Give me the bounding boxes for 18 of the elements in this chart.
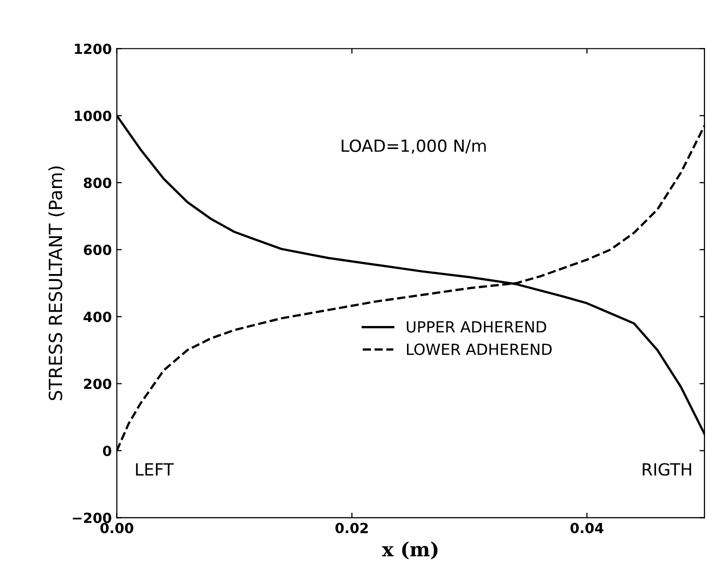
x-tick-label: 0.04 [570, 522, 604, 534]
x-tick-label: 0.02 [335, 522, 368, 534]
y-tick-label: 400 [84, 312, 112, 322]
y-tick-label: 800 [84, 178, 112, 188]
annotation: RIGTH [642, 463, 692, 476]
y-tick-label: −200 [72, 512, 112, 524]
y-tick-label: 1000 [74, 110, 112, 122]
y-tick-label: 200 [84, 378, 112, 390]
x-tick-label: 0.00 [100, 522, 134, 534]
y-tick-label: 600 [84, 244, 112, 256]
legend-label: UPPER ADHEREND [406, 321, 546, 333]
x-axis-title: x (m) [382, 542, 438, 560]
y-tick-label: 1200 [74, 44, 112, 54]
y-tick-label: 0 [102, 446, 112, 456]
legend-label: LOWER ADHEREND [407, 344, 552, 356]
y-axis-title: STRESS RESULTANT (Pam) [48, 166, 64, 400]
annotation: LEFT [136, 463, 174, 476]
annotation: LOAD=1,000 N/m [342, 139, 486, 154]
